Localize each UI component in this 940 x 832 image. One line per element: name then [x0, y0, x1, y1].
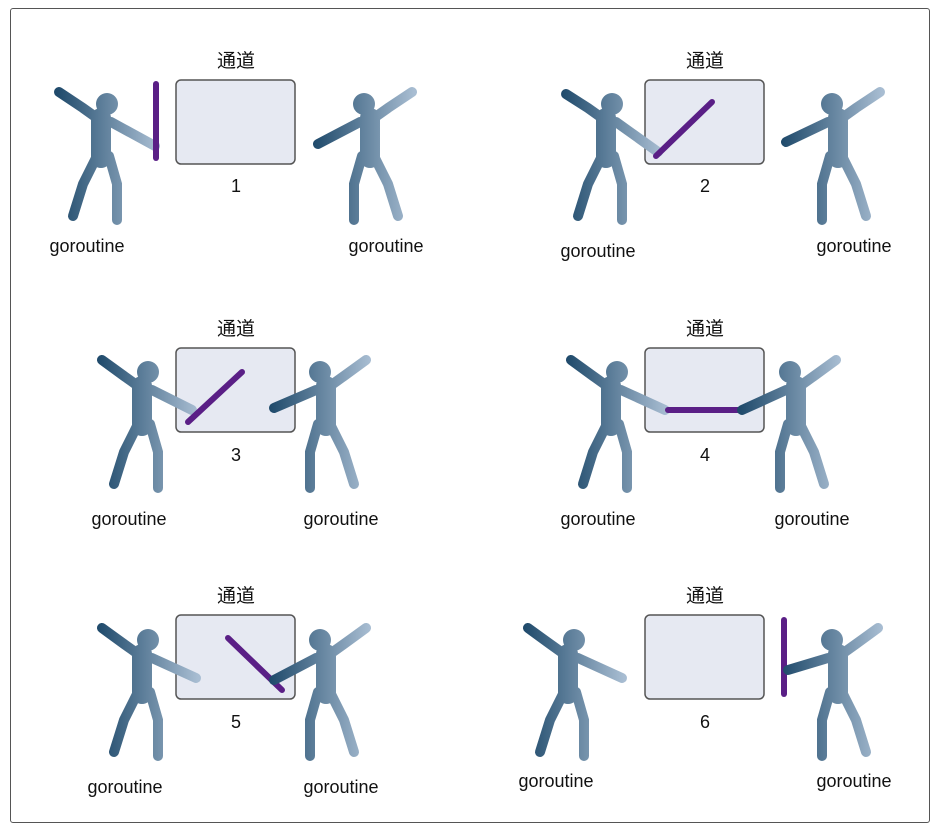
channel-label: 通道 [685, 318, 725, 340]
channel-box [175, 79, 296, 165]
channel-box [644, 347, 765, 433]
channel-label: 通道 [685, 50, 725, 72]
goroutine-label-left: goroutine [91, 509, 167, 529]
goroutine-label-right: goroutine [816, 236, 892, 256]
panel-3 [97, 347, 371, 493]
panel-5 [97, 614, 371, 761]
panel-1 [54, 79, 417, 225]
goroutine-label-right: goroutine [303, 509, 379, 529]
goroutine-label-right: goroutine [303, 777, 379, 797]
goroutine-label-left: goroutine [560, 241, 636, 261]
panel-6 [523, 614, 883, 761]
person-icon [781, 87, 885, 225]
baton-icon [653, 99, 715, 159]
person-icon [54, 87, 160, 225]
goroutine-label-left: goroutine [560, 509, 636, 529]
channel-label: 通道 [216, 50, 256, 72]
step-number: 6 [699, 712, 711, 732]
channel-label: 通道 [216, 318, 256, 340]
step-number: 2 [699, 176, 711, 196]
person-icon [566, 355, 670, 493]
diagram-frame [10, 8, 930, 823]
goroutine-label-left: goroutine [49, 236, 125, 256]
goroutine-label-right: goroutine [774, 509, 850, 529]
person-icon [313, 87, 417, 225]
panel-2 [561, 79, 885, 225]
person-icon [737, 355, 841, 493]
person-icon [269, 355, 371, 493]
baton-icon [185, 369, 245, 425]
channel-label: 通道 [685, 585, 725, 607]
channel-box [175, 347, 296, 433]
person-icon [97, 623, 201, 761]
goroutine-label-right: goroutine [816, 771, 892, 791]
channel-label: 通道 [216, 585, 256, 607]
person-icon [561, 89, 663, 225]
step-number: 1 [230, 176, 242, 196]
person-icon [783, 623, 883, 761]
goroutine-label-left: goroutine [518, 771, 594, 791]
person-icon [523, 623, 627, 761]
person-icon [269, 623, 371, 761]
goroutine-label-left: goroutine [87, 777, 163, 797]
goroutine-label-right: goroutine [348, 236, 424, 256]
channel-box [644, 614, 765, 700]
channel-box [644, 79, 765, 165]
panel-4 [566, 347, 841, 493]
person-icon [97, 355, 197, 493]
step-number: 4 [699, 445, 711, 465]
step-number: 3 [230, 445, 242, 465]
step-number: 5 [230, 712, 242, 732]
